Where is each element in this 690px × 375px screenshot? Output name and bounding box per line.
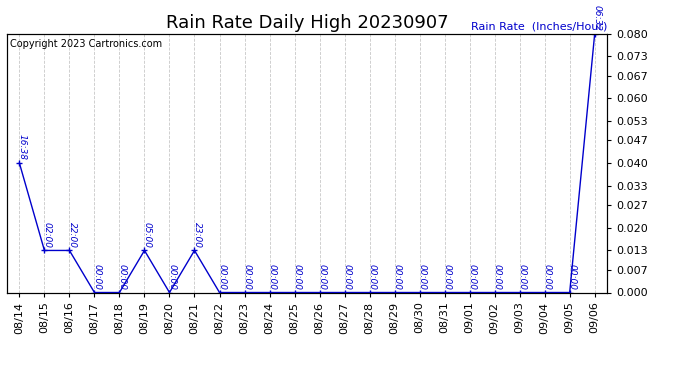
Text: 00:00: 00:00 [493, 264, 502, 290]
Text: 06:32: 06:32 [593, 5, 602, 31]
Text: 00:00: 00:00 [543, 264, 552, 290]
Text: 00:00: 00:00 [393, 264, 402, 290]
Text: 00:00: 00:00 [218, 264, 227, 290]
Text: 00:00: 00:00 [568, 264, 577, 290]
Text: Rain Rate  (Inches/Hour): Rain Rate (Inches/Hour) [471, 21, 607, 31]
Text: 00:00: 00:00 [468, 264, 477, 290]
Text: 16:38: 16:38 [18, 134, 27, 160]
Title: Rain Rate Daily High 20230907: Rain Rate Daily High 20230907 [166, 14, 448, 32]
Text: Copyright 2023 Cartronics.com: Copyright 2023 Cartronics.com [10, 39, 162, 49]
Text: 00:00: 00:00 [518, 264, 527, 290]
Text: 23:00: 23:00 [193, 222, 201, 248]
Text: 00:00: 00:00 [343, 264, 352, 290]
Text: 00:00: 00:00 [168, 264, 177, 290]
Text: 00:00: 00:00 [243, 264, 252, 290]
Text: 00:00: 00:00 [293, 264, 302, 290]
Text: 00:00: 00:00 [318, 264, 327, 290]
Text: 00:00: 00:00 [418, 264, 427, 290]
Text: 00:00: 00:00 [268, 264, 277, 290]
Text: 00:00: 00:00 [92, 264, 101, 290]
Text: 05:00: 05:00 [143, 222, 152, 248]
Text: 00:00: 00:00 [368, 264, 377, 290]
Text: 00:00: 00:00 [443, 264, 452, 290]
Text: 02:00: 02:00 [43, 222, 52, 248]
Text: 22:00: 22:00 [68, 222, 77, 248]
Text: 00:00: 00:00 [118, 264, 127, 290]
